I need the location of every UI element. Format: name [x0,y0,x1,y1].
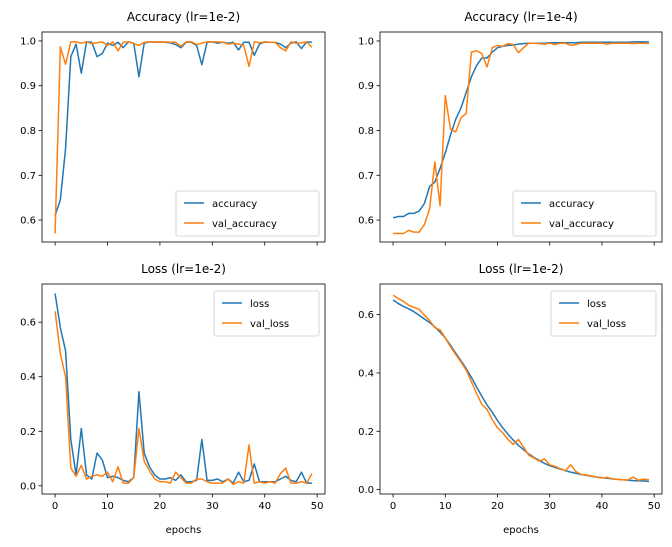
legend: loss val_loss [213,290,320,337]
legend-label-loss: loss [587,299,606,310]
axes-frame [379,283,663,495]
x-tick-label: 20 [154,501,167,512]
legend-label-val-loss: val_loss [250,319,289,330]
x-axis-label: epochs [166,525,202,536]
series-line-val-accuracy [393,42,650,235]
x-tick-label: 50 [311,501,324,512]
y-tick-label: 0.0 [20,481,36,492]
legend-label-accuracy: accuracy [212,199,257,210]
legend-label-loss: loss [250,299,269,310]
x-tick-label: 0 [390,501,396,512]
y-tick-label: 0.2 [358,427,374,438]
y-tick-label: 0.9 [358,81,374,92]
legend-box [512,190,657,237]
x-axis-label: epochs [503,525,539,536]
x-tick-label: 30 [543,501,556,512]
x-tick-label: 10 [439,501,452,512]
subplot-title: Loss (lr=1e-2) [141,262,226,276]
y-tick-label: 0.8 [358,126,374,137]
subplot-title: Accuracy (lr=1e-4) [464,10,577,24]
y-tick-label: 0.9 [20,81,36,92]
axes-frame [41,31,326,243]
y-tick-label: 0.8 [20,126,36,137]
x-tick-label: 10 [101,501,114,512]
y-tick-label: 0.4 [20,372,36,383]
subplot-title: Loss (lr=1e-2) [479,262,564,276]
y-tick-label: 1.0 [358,36,374,47]
legend-label-val-accuracy: val_accuracy [212,219,277,230]
subplot-accuracy-lr-1e-2: Accuracy (lr=1e-2) 0.6 0.7 0.8 0.9 1.0 accur… [20,10,326,246]
x-tick-label: 50 [648,501,661,512]
legend-label-accuracy: accuracy [549,199,594,210]
legend-box [175,190,320,237]
y-tick-label: 0.4 [358,368,374,379]
legend: accuracy val_accuracy [512,190,657,237]
y-tick-label: 0.7 [358,171,374,182]
legend: loss val_loss [550,290,657,337]
series-line-val-loss [392,294,650,482]
y-tick-label: 0.6 [20,318,36,329]
x-tick-label: 40 [258,501,271,512]
y-tick-label: 0.7 [20,171,36,182]
y-tick-label: 0.6 [358,310,374,321]
x-tick-label: 0 [52,501,58,512]
y-tick-label: 0.6 [20,216,36,227]
subplot-loss-lr-1e-2-left: Loss (lr=1e-2) 0.00.20.40.6 0 10 20 30 40 50 … [20,262,326,536]
x-tick-label: 20 [491,501,504,512]
axes-frame [379,31,663,243]
x-tick-label: 30 [206,501,219,512]
y-tick-label: 1.0 [20,36,36,47]
axes-frame [41,283,326,495]
series-line-val-accuracy [54,41,313,234]
legend-label-val-accuracy: val_accuracy [549,219,614,230]
y-tick-label: 0.6 [358,216,374,227]
x-tick-label: 40 [596,501,609,512]
series-line-val-loss [54,311,313,486]
subplot-accuracy-lr-1e-4: Accuracy (lr=1e-4) 0.6 0.7 0.8 0.9 1.0 accur… [358,10,663,246]
series-line-accuracy [392,41,649,219]
subplot-title: Accuracy (lr=1e-2) [127,10,240,24]
legend-label-val-loss: val_loss [587,319,626,330]
y-tick-label: 0.2 [20,427,36,438]
subplot-loss-lr-1e-2-right: Loss (lr=1e-2) 0.00.20.40.6 0 10 20 30 40 50 … [358,262,663,536]
legend: accuracy val_accuracy [175,190,320,237]
y-tick-label: 0.0 [358,485,374,496]
